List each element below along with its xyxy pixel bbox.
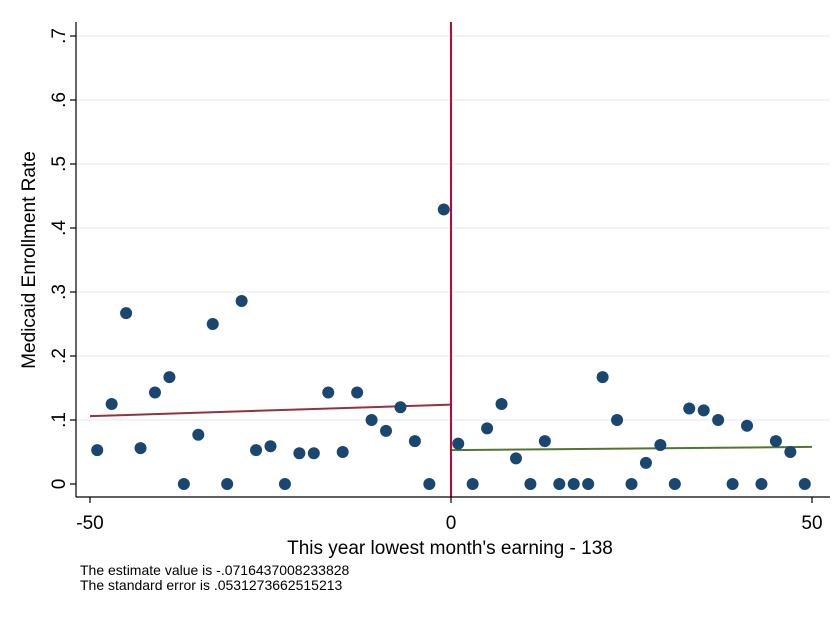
data-point bbox=[582, 478, 595, 490]
data-point bbox=[654, 438, 667, 451]
data-point bbox=[755, 478, 768, 490]
data-point bbox=[177, 478, 190, 490]
data-point bbox=[611, 414, 624, 426]
data-point bbox=[481, 422, 494, 435]
y-tick-label: .5 bbox=[49, 156, 70, 172]
data-point bbox=[264, 440, 277, 453]
x-tick-label: -50 bbox=[76, 513, 103, 534]
data-point bbox=[769, 435, 782, 448]
data-point bbox=[148, 386, 161, 399]
data-point bbox=[683, 402, 696, 415]
tick-labels: 0 .1 .2 .3 .4 .5 .6 .7 -50 0 50 bbox=[49, 28, 823, 534]
data-point bbox=[293, 447, 306, 460]
data-point bbox=[235, 294, 248, 307]
x-tick-label: 50 bbox=[801, 513, 822, 534]
y-tick-label: .2 bbox=[49, 348, 70, 364]
data-point bbox=[452, 437, 465, 450]
y-tick-label: 0 bbox=[49, 479, 70, 490]
data-point bbox=[206, 318, 219, 330]
x-axis-title: This year lowest month's earning - 138 bbox=[287, 538, 613, 559]
y-tick-label: .7 bbox=[49, 28, 70, 44]
data-point bbox=[322, 386, 335, 399]
fit-lines bbox=[89, 403, 813, 452]
data-point bbox=[351, 386, 364, 399]
scatter-chart: 0 .1 .2 .3 .4 .5 .6 .7 -50 0 50 This year lowest m… bbox=[19, 22, 830, 559]
data-point bbox=[307, 447, 320, 460]
data-point bbox=[278, 478, 291, 490]
data-point bbox=[134, 442, 147, 455]
data-point bbox=[408, 435, 421, 448]
y-axis-title: Medicaid Enrollment Rate bbox=[19, 151, 40, 369]
axes bbox=[70, 22, 830, 503]
data-point bbox=[668, 478, 681, 490]
data-point bbox=[221, 478, 234, 490]
data-point bbox=[625, 478, 638, 490]
data-point bbox=[466, 478, 479, 490]
data-point bbox=[394, 401, 407, 414]
data-point bbox=[365, 414, 378, 426]
y-tick-label: .3 bbox=[49, 284, 70, 300]
data-point bbox=[553, 478, 566, 490]
data-point bbox=[380, 424, 393, 437]
data-point bbox=[91, 444, 104, 457]
data-point bbox=[538, 435, 551, 448]
data-point bbox=[798, 478, 811, 490]
data-point bbox=[784, 446, 797, 458]
data-point bbox=[336, 446, 349, 458]
data-point bbox=[495, 398, 508, 410]
fit-line-right bbox=[450, 445, 813, 452]
y-tick-label: .1 bbox=[49, 412, 70, 428]
data-point bbox=[250, 444, 263, 457]
std-error-note: The standard error is .0531273662515213 bbox=[80, 577, 343, 593]
data-point bbox=[437, 203, 450, 216]
data-point bbox=[639, 456, 652, 469]
data-point bbox=[105, 398, 118, 410]
data-point bbox=[697, 404, 710, 417]
data-point bbox=[524, 478, 537, 490]
data-point bbox=[726, 478, 739, 490]
grid-lines bbox=[76, 35, 830, 421]
data-point bbox=[423, 478, 436, 490]
data-point bbox=[567, 478, 580, 490]
data-point bbox=[741, 419, 754, 432]
estimate-note: The estimate value is -.0716437008233828 bbox=[80, 562, 350, 578]
data-point bbox=[509, 452, 522, 465]
x-tick-label: 0 bbox=[446, 513, 457, 534]
fit-line-left bbox=[89, 403, 452, 418]
data-points bbox=[91, 203, 811, 490]
data-point bbox=[163, 371, 176, 384]
data-point bbox=[192, 428, 205, 441]
data-point bbox=[120, 307, 133, 320]
data-point bbox=[596, 371, 609, 384]
y-tick-label: .4 bbox=[49, 220, 70, 236]
y-tick-label: .6 bbox=[49, 92, 70, 108]
data-point bbox=[712, 414, 725, 426]
